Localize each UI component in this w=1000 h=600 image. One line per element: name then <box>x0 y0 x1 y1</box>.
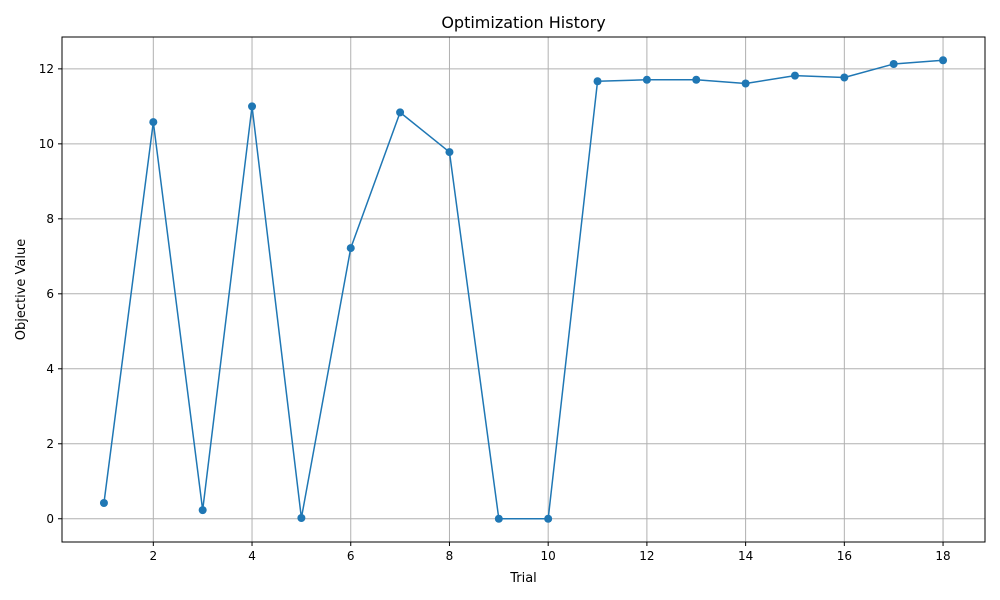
chart-title: Optimization History <box>441 13 605 32</box>
y-tick-label: 6 <box>46 287 54 301</box>
data-point <box>99 499 108 508</box>
data-point <box>445 148 454 157</box>
y-axis-label: Objective Value <box>14 239 29 340</box>
x-tick-label: 2 <box>149 549 157 563</box>
data-point <box>198 506 207 515</box>
data-point <box>248 102 257 111</box>
data-point <box>593 77 602 86</box>
plot-area-frame <box>61 36 986 543</box>
x-axis-ticks: 2 4 6 8 10 12 14 16 18 <box>149 542 951 563</box>
data-point <box>494 514 503 523</box>
y-tick-label: 4 <box>46 362 54 376</box>
x-tick-label: 10 <box>541 549 556 563</box>
grid <box>62 37 985 542</box>
y-tick-label: 8 <box>46 212 54 226</box>
y-tick-label: 12 <box>39 62 54 76</box>
data-point <box>840 73 849 82</box>
data-point <box>149 118 158 127</box>
data-point <box>939 56 948 65</box>
y-tick-label: 0 <box>46 512 54 526</box>
y-tick-label: 2 <box>46 437 54 451</box>
series <box>99 56 948 523</box>
data-point <box>889 59 898 68</box>
x-tick-label: 12 <box>639 549 654 563</box>
data-point <box>346 244 355 253</box>
data-point <box>396 108 405 117</box>
series-line <box>103 59 944 520</box>
x-tick-label: 6 <box>347 549 355 563</box>
x-tick-label: 8 <box>446 549 454 563</box>
data-point <box>741 79 750 88</box>
data-point <box>790 71 799 80</box>
y-axis-ticks: 0 2 4 6 8 10 12 <box>39 62 62 526</box>
x-tick-label: 16 <box>837 549 852 563</box>
x-tick-label: 18 <box>935 549 950 563</box>
x-tick-label: 4 <box>248 549 256 563</box>
data-point <box>692 75 701 84</box>
data-point <box>297 514 306 523</box>
y-tick-label: 10 <box>39 137 54 151</box>
x-axis-label: Trial <box>509 571 537 586</box>
data-point <box>544 514 553 523</box>
data-point <box>642 75 651 84</box>
x-tick-label: 14 <box>738 549 753 563</box>
